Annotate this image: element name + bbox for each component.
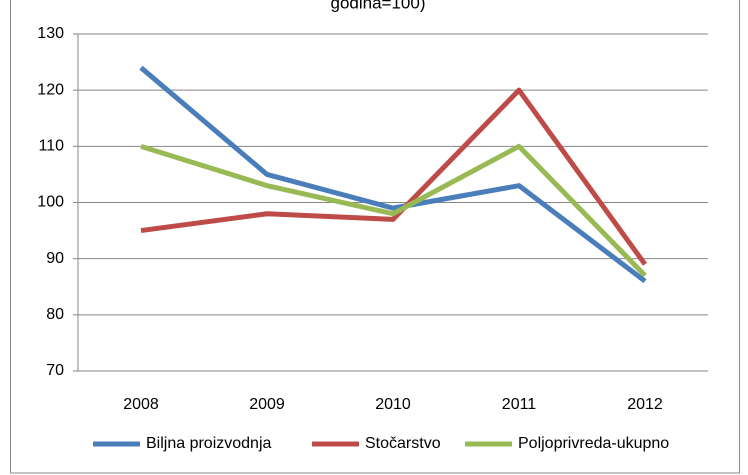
x-tick-label: 2008 <box>123 396 159 413</box>
y-tick-label: 80 <box>46 306 64 323</box>
chart-frame <box>10 0 740 474</box>
legend-label: Stočarstvo <box>365 435 441 452</box>
series-line <box>139 65 647 284</box>
x-tick-label: 2012 <box>627 396 663 413</box>
y-tick-label: 130 <box>37 25 64 42</box>
x-tick-label: 2011 <box>502 396 537 413</box>
y-tick-label: 70 <box>46 362 64 379</box>
y-tick-label: 100 <box>37 194 64 211</box>
chart-title: godina=100) <box>330 0 425 12</box>
legend-label: Biljna proizvodnja <box>146 435 272 452</box>
series-line <box>140 87 648 266</box>
y-tick-label: 90 <box>46 250 64 267</box>
y-tick-label: 120 <box>37 81 64 98</box>
legend-label: Poljoprivreda-ukupno <box>518 435 669 452</box>
x-tick-label: 2009 <box>249 396 285 413</box>
series-line <box>140 143 647 278</box>
x-tick-label: 2010 <box>375 396 411 413</box>
y-tick-label: 110 <box>38 138 64 155</box>
